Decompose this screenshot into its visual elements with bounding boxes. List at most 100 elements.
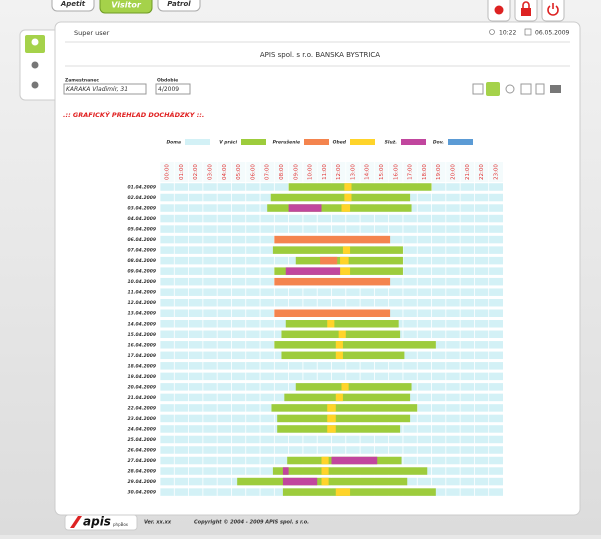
lock-icon — [522, 1, 530, 8]
copyright: Copyright © 2004 - 2009 APIS spol. s r.o… — [194, 520, 309, 526]
hour-header — [302, 162, 318, 182]
segment — [344, 193, 352, 202]
row-label: 10.04.2009 — [128, 279, 156, 285]
logo: apis — [83, 515, 111, 529]
x-tick-label: 17:00 — [408, 164, 414, 180]
employee-value[interactable]: KARAKA Vladimír, 31 — [66, 86, 128, 93]
segment — [335, 393, 343, 402]
tab[interactable] — [157, 0, 201, 12]
segment — [340, 267, 351, 275]
row-label: 27.04.2009 — [128, 458, 156, 464]
tab-label[interactable]: Apetit — [60, 0, 86, 8]
print-icon[interactable] — [550, 85, 561, 93]
view-icon[interactable] — [520, 83, 532, 95]
logo-mark — [70, 516, 82, 528]
segment — [341, 383, 349, 391]
segment — [327, 414, 336, 423]
employee-select[interactable] — [63, 83, 147, 95]
hour-header — [431, 162, 446, 182]
lock-icon — [521, 8, 531, 16]
row-label: 12.04.2009 — [128, 300, 156, 306]
clock-icon — [489, 29, 495, 35]
hour-header — [445, 162, 461, 182]
hour-header — [274, 162, 289, 182]
view-icon[interactable] — [505, 84, 515, 94]
x-tick-label: 00:00 — [165, 164, 171, 180]
segment — [340, 256, 349, 265]
settings-icon — [494, 5, 504, 15]
x-tick-label: 10:00 — [308, 164, 314, 180]
segment — [272, 246, 403, 254]
x-tick-label: 14:00 — [365, 164, 371, 180]
tab-active[interactable] — [99, 0, 153, 14]
legend-swatch — [304, 139, 329, 145]
row-label: 09.04.2009 — [128, 269, 156, 275]
segment — [295, 256, 403, 265]
view-icon[interactable] — [535, 83, 545, 95]
tab-label[interactable]: Patrol — [167, 0, 191, 8]
segment — [274, 309, 391, 317]
users-icon[interactable] — [31, 61, 39, 69]
segment — [295, 383, 412, 391]
period-select[interactable] — [155, 83, 191, 95]
x-tick-label: 12:00 — [336, 164, 342, 180]
hour-header — [202, 162, 218, 182]
hour-header — [245, 162, 261, 182]
row-label: 08.04.2009 — [128, 258, 156, 264]
row-label: 02.04.2009 — [128, 195, 156, 201]
legend-swatch — [448, 139, 473, 145]
view-icons — [472, 82, 561, 96]
x-tick-label: 03:00 — [208, 164, 214, 180]
segment — [285, 267, 341, 275]
view-icon-active[interactable] — [486, 82, 500, 96]
hour-header — [417, 162, 432, 182]
logo-box — [64, 514, 138, 531]
row-label: 28.04.2009 — [128, 469, 156, 475]
legend-swatch — [401, 139, 426, 145]
legend-label: Dov. — [433, 140, 444, 146]
x-tick-label: 06:00 — [250, 164, 256, 180]
employee-label: Zamestnanec — [65, 78, 99, 84]
segment — [342, 246, 351, 254]
segment — [282, 488, 436, 496]
segment — [274, 235, 391, 244]
hour-header — [188, 162, 203, 182]
period-label: Obdobie — [157, 78, 178, 84]
tab-label[interactable]: Visitor — [111, 1, 142, 10]
x-tick-label: 15:00 — [379, 164, 385, 180]
segment — [321, 467, 329, 475]
user-name: Super user — [74, 29, 110, 37]
segment — [321, 456, 329, 465]
hour-header — [488, 162, 503, 182]
row-label: 24.04.2009 — [128, 426, 156, 432]
x-tick-label: 01:00 — [179, 164, 185, 180]
segment — [331, 456, 378, 465]
tab[interactable] — [51, 0, 95, 12]
x-tick-label: 19:00 — [436, 164, 442, 180]
x-tick-label: 11:00 — [322, 164, 328, 180]
legend-label: Obed — [333, 140, 347, 146]
view-icon[interactable] — [472, 83, 484, 95]
top-icons — [487, 0, 565, 22]
segment — [288, 204, 322, 212]
segment — [282, 467, 289, 475]
segment — [270, 193, 411, 202]
hour-header — [160, 162, 175, 182]
user-edit-icon[interactable] — [31, 81, 39, 89]
segment — [327, 425, 336, 433]
version: Ver. xx.xx — [144, 520, 172, 526]
x-tick-label: 02:00 — [193, 164, 199, 180]
legend-swatch — [185, 139, 210, 145]
x-tick-label: 09:00 — [293, 164, 299, 180]
row-label: 21.04.2009 — [128, 395, 156, 401]
segment — [335, 351, 343, 360]
logout-button[interactable] — [541, 0, 565, 22]
hour-header — [231, 162, 246, 182]
clock: 10:22 — [499, 30, 516, 37]
hour-header — [474, 162, 489, 182]
row-label: 15.04.2009 — [128, 332, 156, 338]
hour-header — [402, 162, 418, 182]
logo-sub: phpBox — [113, 522, 129, 527]
row-label: 04.04.2009 — [128, 216, 156, 222]
